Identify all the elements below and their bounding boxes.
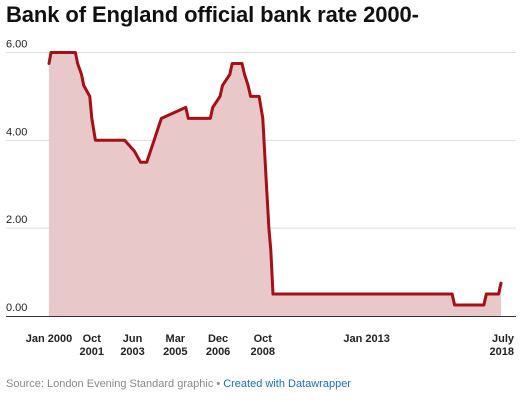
- x-tick-label-year: 2018: [490, 346, 514, 358]
- y-tick-label: 4.00: [6, 126, 27, 138]
- x-tick-label: Oct: [254, 333, 273, 345]
- chart-title: Bank of England official bank rate 2000-: [6, 2, 419, 27]
- footer: Source: London Evening Standard graphic •…: [6, 378, 351, 390]
- y-tick-label: 6.00: [6, 38, 27, 50]
- x-tick-label: Dec: [208, 333, 228, 345]
- x-tick-label: Mar: [166, 333, 186, 345]
- x-tick-label: Jan 2013: [343, 333, 389, 345]
- area-fill: [49, 52, 501, 316]
- x-tick-label: Jun: [123, 333, 143, 345]
- y-axis-ticks: 0.00 2.00 4.00 6.00: [6, 38, 27, 314]
- x-tick-label-year: 2003: [120, 346, 144, 358]
- x-axis-ticks: Jan 2000 Oct2001Jun2003Mar2005Dec2006Oct2…: [26, 333, 515, 358]
- y-tick-label: 2.00: [6, 214, 27, 226]
- source-text: Source: London Evening Standard graphic: [6, 378, 214, 390]
- x-tick-label: July: [492, 333, 515, 345]
- x-tick-label-year: 2008: [251, 346, 275, 358]
- x-tick-label: Jan 2000: [26, 333, 72, 345]
- y-tick-label: 0.00: [6, 302, 27, 314]
- x-tick-label-year: 2001: [80, 346, 104, 358]
- x-tick-label-year: 2005: [163, 346, 187, 358]
- x-tick-label: Oct: [83, 333, 102, 345]
- footer-separator: •: [216, 378, 221, 390]
- datawrapper-link[interactable]: Created with Datawrapper: [223, 378, 351, 390]
- x-tick-label-year: 2006: [206, 346, 230, 358]
- chart: 0.002.004.006.00 Jan 2000 Oct2001Jun2003M…: [6, 38, 516, 358]
- series-line: [47, 51, 503, 307]
